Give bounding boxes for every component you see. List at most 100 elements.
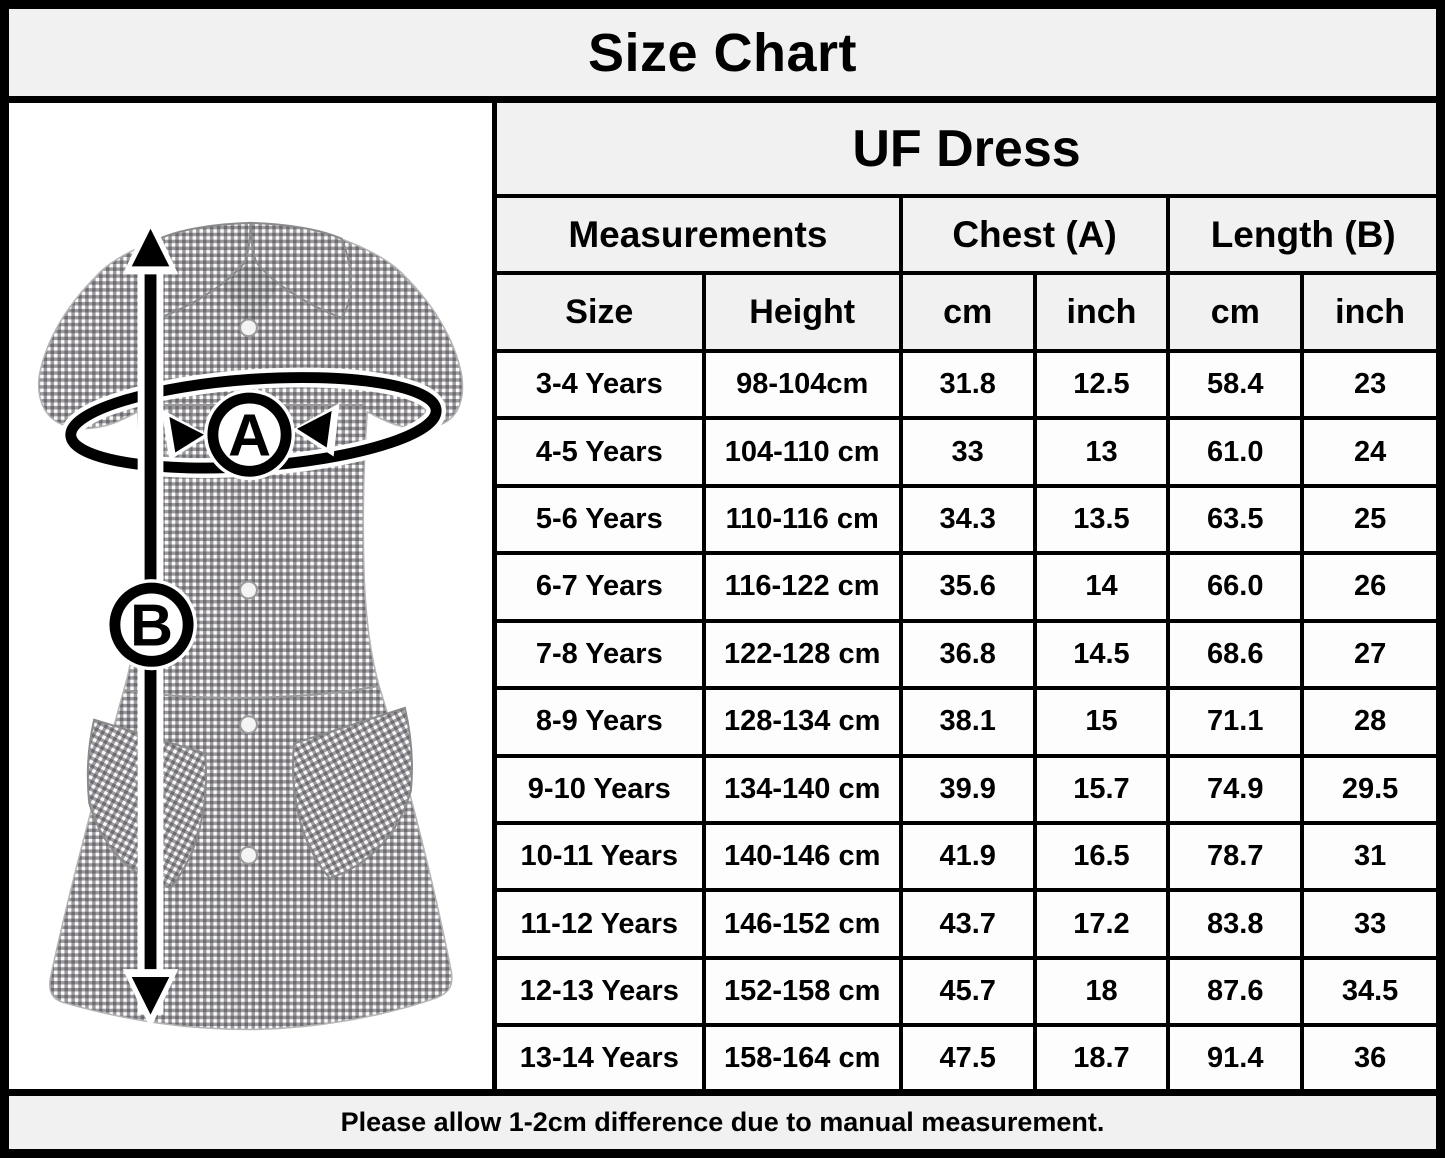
chest-cm-cell: 39.9	[898, 753, 1037, 825]
size-cell: 8-9 Years	[497, 686, 706, 758]
dress-body	[38, 224, 464, 1031]
height-cell: 146-152 cm	[701, 888, 903, 960]
table-row: 3-4 Years 98-104cm 31.8 12.5 58.4 23	[497, 348, 1436, 421]
table-row: 13-14 Years 158-164 cm 47.5 18.7 91.4 36	[497, 1023, 1436, 1089]
height-cell: 128-134 cm	[701, 686, 903, 758]
length-inch-cell: 36	[1300, 1023, 1436, 1089]
height-cell: 122-128 cm	[701, 618, 903, 691]
table-row: 9-10 Years 134-140 cm 39.9 15.7 74.9 29.…	[497, 753, 1436, 825]
chest-inch-cell: 17.2	[1032, 888, 1171, 960]
chest-label-badge: A	[203, 389, 296, 481]
chest-cm-cell: 45.7	[898, 955, 1037, 1028]
chest-inch-cell: 14.5	[1032, 618, 1171, 691]
buttons	[239, 318, 258, 865]
length-inch-cell: 24	[1300, 416, 1436, 488]
group-header-length: Length (B)	[1166, 194, 1436, 275]
length-cm-cell: 83.8	[1166, 888, 1305, 960]
product-row: UF Dress	[497, 103, 1436, 198]
chest-cm-cell: 35.6	[898, 551, 1037, 623]
size-table-panel: UF Dress Measurements Chest (A) Length (…	[497, 103, 1436, 1089]
length-cm-cell: 58.4	[1166, 348, 1305, 421]
length-cm-cell: 68.6	[1166, 618, 1305, 691]
size-cell: 13-14 Years	[497, 1023, 706, 1089]
length-cm-cell: 66.0	[1166, 551, 1305, 623]
height-cell: 140-146 cm	[701, 820, 903, 893]
chest-inch-cell: 15	[1032, 686, 1171, 758]
height-cell: 110-116 cm	[701, 483, 903, 556]
chest-cm-cell: 36.8	[898, 618, 1037, 691]
dress-illustration	[38, 221, 464, 1031]
dress-diagram: A B	[38, 214, 464, 1031]
table-row: 11-12 Years 146-152 cm 43.7 17.2 83.8 33	[497, 888, 1436, 960]
chest-cm-cell: 47.5	[898, 1023, 1037, 1089]
pocket-right	[292, 706, 413, 880]
chest-cm-cell: 31.8	[898, 348, 1037, 421]
product-name: UF Dress	[497, 103, 1436, 198]
size-cell: 11-12 Years	[497, 888, 706, 960]
group-header-row: Measurements Chest (A) Length (B)	[497, 194, 1436, 275]
table-row: 5-6 Years 110-116 cm 34.3 13.5 63.5 25	[497, 483, 1436, 556]
size-cell: 5-6 Years	[497, 483, 706, 556]
height-cell: 158-164 cm	[701, 1023, 903, 1089]
height-cell: 134-140 cm	[701, 753, 903, 825]
column-header-size: Size	[497, 271, 706, 353]
chest-arrowhead-right	[297, 410, 332, 448]
column-header-height: Height	[701, 271, 903, 353]
table-row: 7-8 Years 122-128 cm 36.8 14.5 68.6 27	[497, 618, 1436, 691]
chest-inch-cell: 13	[1032, 416, 1171, 488]
size-cell: 10-11 Years	[497, 820, 706, 893]
chest-arrowhead-left	[169, 416, 204, 453]
chest-cm-cell: 34.3	[898, 483, 1037, 556]
main-content: A B UF Dress	[9, 103, 1436, 1089]
column-header-chest-inch: inch	[1032, 271, 1171, 353]
chest-inch-cell: 15.7	[1032, 753, 1171, 825]
height-cell: 116-122 cm	[701, 551, 903, 623]
chest-inch-cell: 18.7	[1032, 1023, 1171, 1089]
length-inch-cell: 26	[1300, 551, 1436, 623]
size-cell: 7-8 Years	[497, 618, 706, 691]
table-row: 10-11 Years 140-146 cm 41.9 16.5 78.7 31	[497, 820, 1436, 893]
height-cell: 152-158 cm	[701, 955, 903, 1028]
chest-cm-cell: 41.9	[898, 820, 1037, 893]
length-inch-cell: 34.5	[1300, 955, 1436, 1028]
length-cm-cell: 87.6	[1166, 955, 1305, 1028]
collar-right	[249, 221, 352, 320]
length-inch-cell: 29.5	[1300, 753, 1436, 825]
length-inch-cell: 31	[1300, 820, 1436, 893]
size-cell: 6-7 Years	[497, 551, 706, 623]
measurement-note: Please allow 1-2cm difference due to man…	[9, 1089, 1436, 1149]
chest-inch-cell: 18	[1032, 955, 1171, 1028]
chest-cm-cell: 43.7	[898, 888, 1037, 960]
length-inch-cell: 33	[1300, 888, 1436, 960]
table-row: 8-9 Years 128-134 cm 38.1 15 71.1 28	[497, 686, 1436, 758]
size-cell: 9-10 Years	[497, 753, 706, 825]
column-header-length-inch: inch	[1300, 271, 1436, 353]
chest-inch-cell: 16.5	[1032, 820, 1171, 893]
page-title: Size Chart	[9, 9, 1436, 103]
group-header-measurements: Measurements	[497, 194, 903, 275]
dress-diagram-panel: A B	[9, 103, 497, 1089]
chest-cm-cell: 33	[898, 416, 1037, 488]
length-cm-cell: 91.4	[1166, 1023, 1305, 1089]
size-table: UF Dress Measurements Chest (A) Length (…	[497, 103, 1436, 1089]
height-cell: 104-110 cm	[701, 416, 903, 488]
neckline	[211, 266, 290, 332]
column-header-length-cm: cm	[1166, 271, 1305, 353]
length-cm-cell: 78.7	[1166, 820, 1305, 893]
length-label-badge: B	[105, 579, 198, 671]
height-cell: 98-104cm	[701, 348, 903, 421]
length-inch-cell: 28	[1300, 686, 1436, 758]
column-header-row: Size Height cm inch cm inch	[497, 271, 1436, 353]
table-row: 6-7 Years 116-122 cm 35.6 14 66.0 26	[497, 551, 1436, 623]
table-row: 12-13 Years 152-158 cm 45.7 18 87.6 34.5	[497, 955, 1436, 1028]
length-cm-cell: 71.1	[1166, 686, 1305, 758]
length-cm-cell: 74.9	[1166, 753, 1305, 825]
length-cm-cell: 63.5	[1166, 483, 1305, 556]
length-label: B	[130, 591, 173, 658]
length-inch-cell: 23	[1300, 348, 1436, 421]
size-cell: 12-13 Years	[497, 955, 706, 1028]
length-inch-cell: 27	[1300, 618, 1436, 691]
group-header-chest: Chest (A)	[898, 194, 1171, 275]
size-cell: 4-5 Years	[497, 416, 706, 488]
table-row: 4-5 Years 104-110 cm 33 13 61.0 24	[497, 416, 1436, 488]
